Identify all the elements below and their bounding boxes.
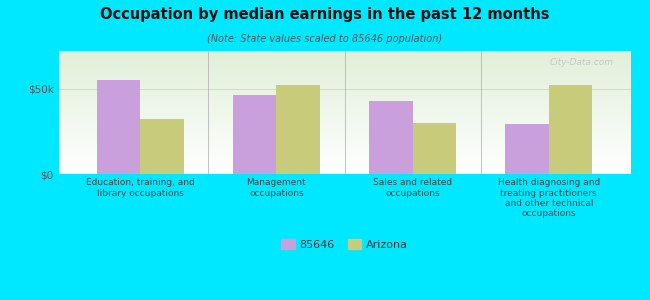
Bar: [505, 124, 549, 174]
Bar: [369, 100, 413, 174]
Bar: [97, 80, 140, 174]
Bar: [276, 85, 320, 174]
Text: Occupation by median earnings in the past 12 months: Occupation by median earnings in the pas…: [100, 8, 550, 22]
Bar: [549, 85, 592, 174]
Bar: [140, 119, 184, 174]
Text: City-Data.com: City-Data.com: [549, 58, 614, 68]
Legend: 85646, Arizona: 85646, Arizona: [277, 235, 412, 254]
Bar: [413, 123, 456, 174]
Bar: [233, 95, 276, 174]
Text: (Note: State values scaled to 85646 population): (Note: State values scaled to 85646 popu…: [207, 34, 443, 44]
